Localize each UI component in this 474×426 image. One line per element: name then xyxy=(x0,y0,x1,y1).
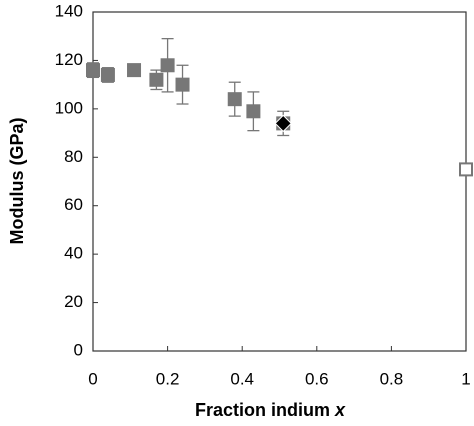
x-axis-title: Fraction indium x xyxy=(195,400,346,420)
y-tick-label: 0 xyxy=(74,340,83,359)
y-tick-label: 20 xyxy=(64,292,83,311)
y-tick-label: 120 xyxy=(55,50,83,69)
point xyxy=(149,72,164,87)
point xyxy=(227,92,242,107)
y-axis-title: Modulus (GPa) xyxy=(7,118,27,245)
x-tick-label: 0 xyxy=(88,369,97,388)
point xyxy=(459,162,473,177)
point xyxy=(175,77,190,92)
y-tick-label: 40 xyxy=(64,244,83,263)
point xyxy=(127,63,142,78)
x-tick-label: 1 xyxy=(461,369,470,388)
x-tick-label: 0.4 xyxy=(230,369,254,388)
point xyxy=(86,63,100,78)
x-tick-label: 0.6 xyxy=(305,369,329,388)
x-axis-title-var: x xyxy=(334,400,346,420)
point xyxy=(100,67,115,82)
plot-frame xyxy=(92,11,467,352)
y-tick-label: 140 xyxy=(55,1,83,20)
x-tick-label: 0.8 xyxy=(380,369,404,388)
point xyxy=(160,58,175,73)
y-tick-label: 80 xyxy=(64,147,83,166)
y-tick-label: 100 xyxy=(55,98,83,117)
x-axis-title-text: Fraction indium xyxy=(195,400,330,420)
point xyxy=(274,114,292,133)
y-tick-label: 60 xyxy=(64,195,83,214)
point xyxy=(246,104,261,119)
x-tick-label: 0.2 xyxy=(156,369,180,388)
